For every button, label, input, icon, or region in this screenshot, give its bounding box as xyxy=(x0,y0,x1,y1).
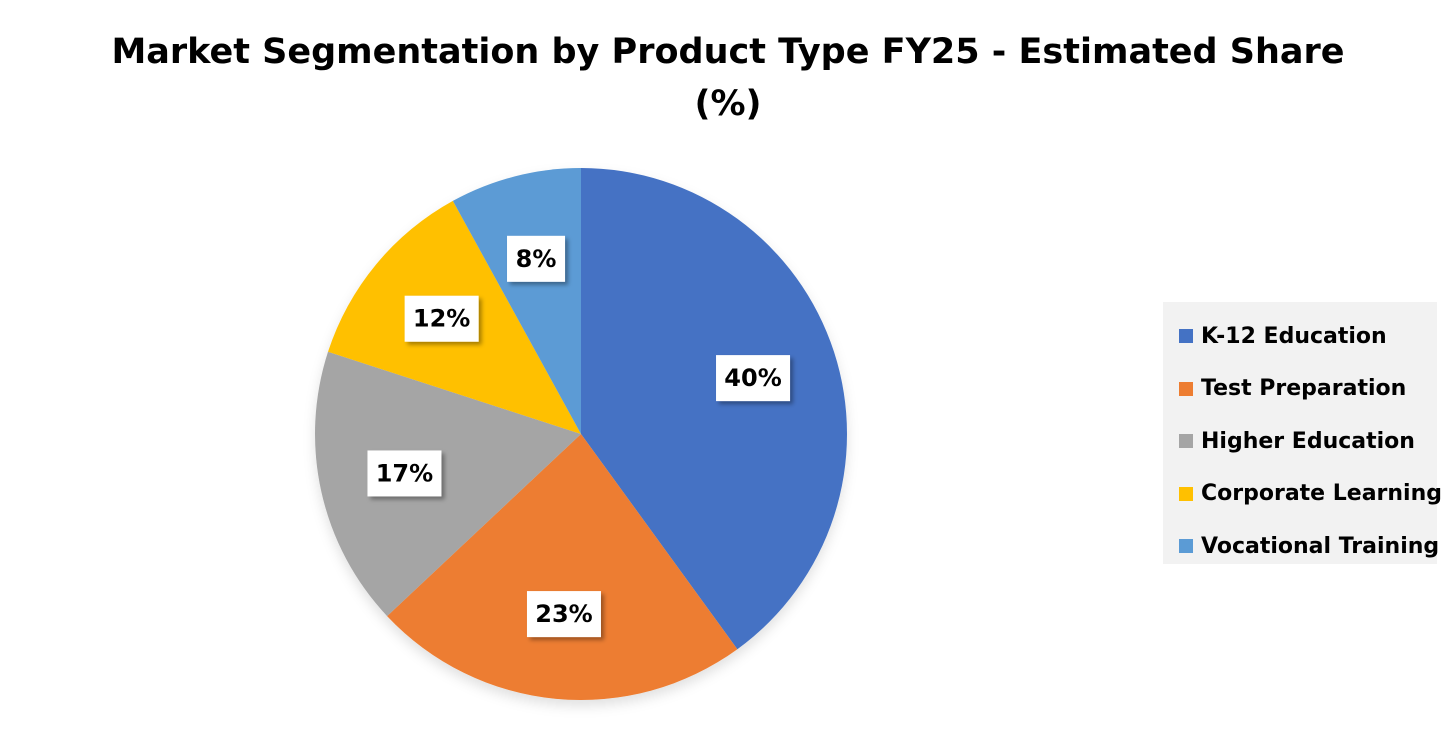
legend-swatch xyxy=(1179,381,1193,396)
data-label-box xyxy=(526,591,601,638)
pie-slice-vocational-training xyxy=(452,168,581,434)
data-label-box xyxy=(404,295,479,342)
data-label-test-preparation: 23% xyxy=(526,591,601,638)
legend-label: Corporate Learning xyxy=(1201,481,1443,507)
legend-swatch xyxy=(1179,486,1193,501)
legend-label: Vocational Training xyxy=(1201,533,1440,559)
data-label-k-12-education: 40% xyxy=(716,355,791,402)
legend-label: Test Preparation xyxy=(1201,376,1407,402)
chart-title-line1: Market Segmentation by Product Type FY25… xyxy=(111,32,1345,72)
pie-slice-test-preparation xyxy=(387,434,738,701)
data-label-text: 23% xyxy=(535,600,592,628)
pie-slice-higher-education xyxy=(315,351,581,617)
legend-swatch xyxy=(1179,329,1193,344)
pie-slice-k-12-education xyxy=(581,168,848,650)
data-label-box xyxy=(507,235,566,282)
legend-item-test-preparation: Test Preparation xyxy=(1163,363,1437,416)
data-label-text: 8% xyxy=(516,245,557,273)
data-label-text: 12% xyxy=(413,305,470,333)
legend-label: Higher Education xyxy=(1201,428,1415,454)
legend-item-higher-education: Higher Education xyxy=(1163,415,1437,468)
pie-data-labels: 40% 23% 17% 12% 8% xyxy=(367,235,791,638)
legend: K-12 Education Test Preparation Higher Edu… xyxy=(1163,302,1442,564)
legend-label: K-12 Education xyxy=(1201,323,1387,349)
data-label-vocational-training: 8% xyxy=(507,235,566,282)
data-label-text: 17% xyxy=(376,459,433,487)
legend-item-k-12-education: K-12 Education xyxy=(1163,310,1437,363)
chart-title-line2: (%) xyxy=(694,84,762,124)
data-label-text: 40% xyxy=(724,364,781,392)
data-label-corporate-learning: 12% xyxy=(404,295,479,342)
legend-item-vocational-training: Vocational Training xyxy=(1163,520,1440,573)
pie-chart: 40% 23% 17% 12% 8% xyxy=(315,168,848,701)
data-label-higher-education: 17% xyxy=(367,450,442,497)
chart-title: Market Segmentation by Product Type FY25… xyxy=(0,26,1456,130)
legend-item-corporate-learning: Corporate Learning xyxy=(1163,468,1442,521)
data-label-box xyxy=(716,355,791,402)
legend-swatch xyxy=(1179,434,1193,449)
legend-swatch xyxy=(1179,539,1193,554)
data-label-box xyxy=(367,450,442,497)
